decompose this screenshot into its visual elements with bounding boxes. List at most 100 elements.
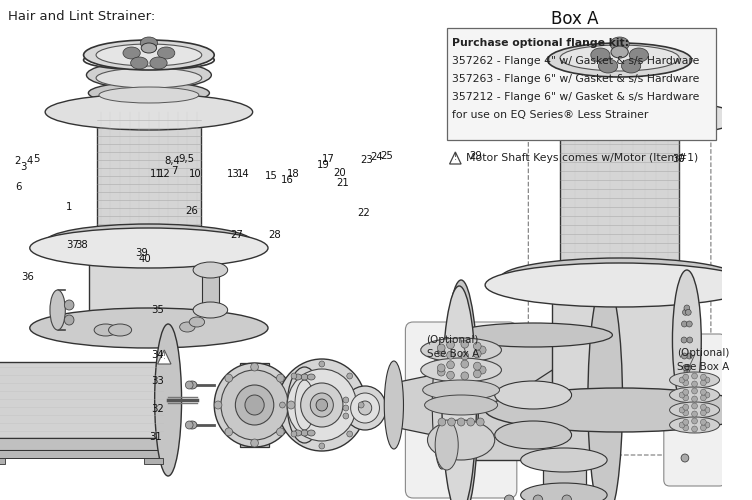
- Text: 35: 35: [151, 305, 164, 315]
- Ellipse shape: [683, 364, 688, 370]
- Text: 40: 40: [138, 254, 151, 264]
- Ellipse shape: [221, 370, 288, 440]
- Ellipse shape: [692, 418, 697, 424]
- Text: 5: 5: [34, 154, 40, 164]
- Ellipse shape: [277, 359, 366, 451]
- Ellipse shape: [457, 418, 465, 426]
- Ellipse shape: [123, 47, 141, 59]
- Ellipse shape: [291, 431, 297, 437]
- Ellipse shape: [454, 323, 612, 347]
- Text: 7: 7: [171, 166, 178, 176]
- Text: 22: 22: [358, 208, 371, 218]
- Ellipse shape: [158, 47, 174, 59]
- Bar: [461, 340, 605, 460]
- Ellipse shape: [350, 393, 380, 423]
- Ellipse shape: [453, 359, 459, 365]
- Text: 17: 17: [323, 154, 335, 164]
- Text: 29: 29: [469, 151, 482, 161]
- Ellipse shape: [301, 430, 308, 436]
- Ellipse shape: [193, 262, 228, 278]
- Text: 38: 38: [75, 240, 88, 250]
- Ellipse shape: [692, 396, 697, 402]
- Ellipse shape: [591, 48, 610, 62]
- Ellipse shape: [235, 385, 274, 425]
- Ellipse shape: [692, 426, 697, 432]
- Ellipse shape: [478, 346, 486, 354]
- Text: 31: 31: [149, 432, 162, 442]
- Ellipse shape: [155, 324, 181, 476]
- Text: (Optional): (Optional): [678, 348, 729, 358]
- Ellipse shape: [610, 37, 629, 51]
- Ellipse shape: [108, 324, 132, 336]
- Ellipse shape: [704, 392, 710, 398]
- Ellipse shape: [343, 405, 349, 411]
- Ellipse shape: [94, 324, 117, 336]
- Text: 37: 37: [66, 240, 79, 250]
- Ellipse shape: [629, 48, 648, 62]
- Bar: [0, 362, 168, 438]
- Text: 25: 25: [380, 151, 393, 161]
- Ellipse shape: [560, 45, 679, 71]
- Ellipse shape: [599, 59, 617, 73]
- Ellipse shape: [562, 74, 678, 96]
- Text: Hair and Lint Strainer:: Hair and Lint Strainer:: [8, 10, 155, 23]
- Ellipse shape: [423, 380, 499, 400]
- Text: 15: 15: [265, 171, 277, 181]
- Ellipse shape: [438, 418, 446, 426]
- Ellipse shape: [447, 351, 454, 359]
- FancyBboxPatch shape: [664, 334, 725, 486]
- Ellipse shape: [186, 381, 193, 389]
- Bar: [0, 438, 163, 450]
- Ellipse shape: [459, 359, 465, 365]
- Ellipse shape: [295, 380, 314, 430]
- Ellipse shape: [478, 366, 486, 374]
- Ellipse shape: [669, 417, 720, 433]
- Ellipse shape: [425, 395, 498, 415]
- Ellipse shape: [684, 305, 690, 311]
- Ellipse shape: [520, 448, 607, 472]
- Ellipse shape: [99, 87, 199, 103]
- Ellipse shape: [683, 389, 689, 395]
- Ellipse shape: [456, 451, 462, 457]
- Ellipse shape: [467, 418, 475, 426]
- Text: 16: 16: [281, 175, 294, 185]
- Ellipse shape: [187, 381, 197, 389]
- Ellipse shape: [319, 361, 325, 367]
- Ellipse shape: [461, 352, 468, 360]
- Ellipse shape: [141, 37, 158, 49]
- Ellipse shape: [679, 377, 685, 383]
- Ellipse shape: [294, 374, 302, 380]
- Ellipse shape: [461, 372, 468, 380]
- Ellipse shape: [214, 401, 222, 409]
- Text: 24: 24: [370, 152, 383, 162]
- Text: 11: 11: [150, 169, 162, 179]
- Ellipse shape: [681, 353, 687, 359]
- Ellipse shape: [683, 374, 689, 380]
- Ellipse shape: [460, 397, 466, 403]
- Ellipse shape: [474, 342, 481, 350]
- Ellipse shape: [701, 389, 706, 395]
- Polygon shape: [514, 370, 553, 435]
- Ellipse shape: [456, 343, 462, 349]
- Ellipse shape: [193, 302, 228, 318]
- Ellipse shape: [447, 341, 454, 349]
- Ellipse shape: [421, 338, 502, 362]
- Text: for use on EQ Series® Less Strainer: for use on EQ Series® Less Strainer: [453, 110, 649, 120]
- Polygon shape: [158, 350, 171, 364]
- Text: 9,5: 9,5: [178, 154, 195, 164]
- Ellipse shape: [347, 431, 353, 437]
- Ellipse shape: [250, 363, 259, 371]
- Text: 28: 28: [268, 230, 281, 240]
- Ellipse shape: [308, 374, 315, 380]
- Text: 32: 32: [151, 404, 164, 414]
- Bar: [0, 450, 163, 458]
- Ellipse shape: [86, 61, 211, 89]
- Polygon shape: [450, 152, 461, 164]
- Ellipse shape: [701, 425, 706, 431]
- Ellipse shape: [453, 435, 459, 441]
- Ellipse shape: [685, 310, 691, 316]
- Text: 4: 4: [26, 156, 33, 166]
- Ellipse shape: [225, 428, 232, 436]
- Ellipse shape: [344, 386, 387, 430]
- Ellipse shape: [96, 68, 202, 88]
